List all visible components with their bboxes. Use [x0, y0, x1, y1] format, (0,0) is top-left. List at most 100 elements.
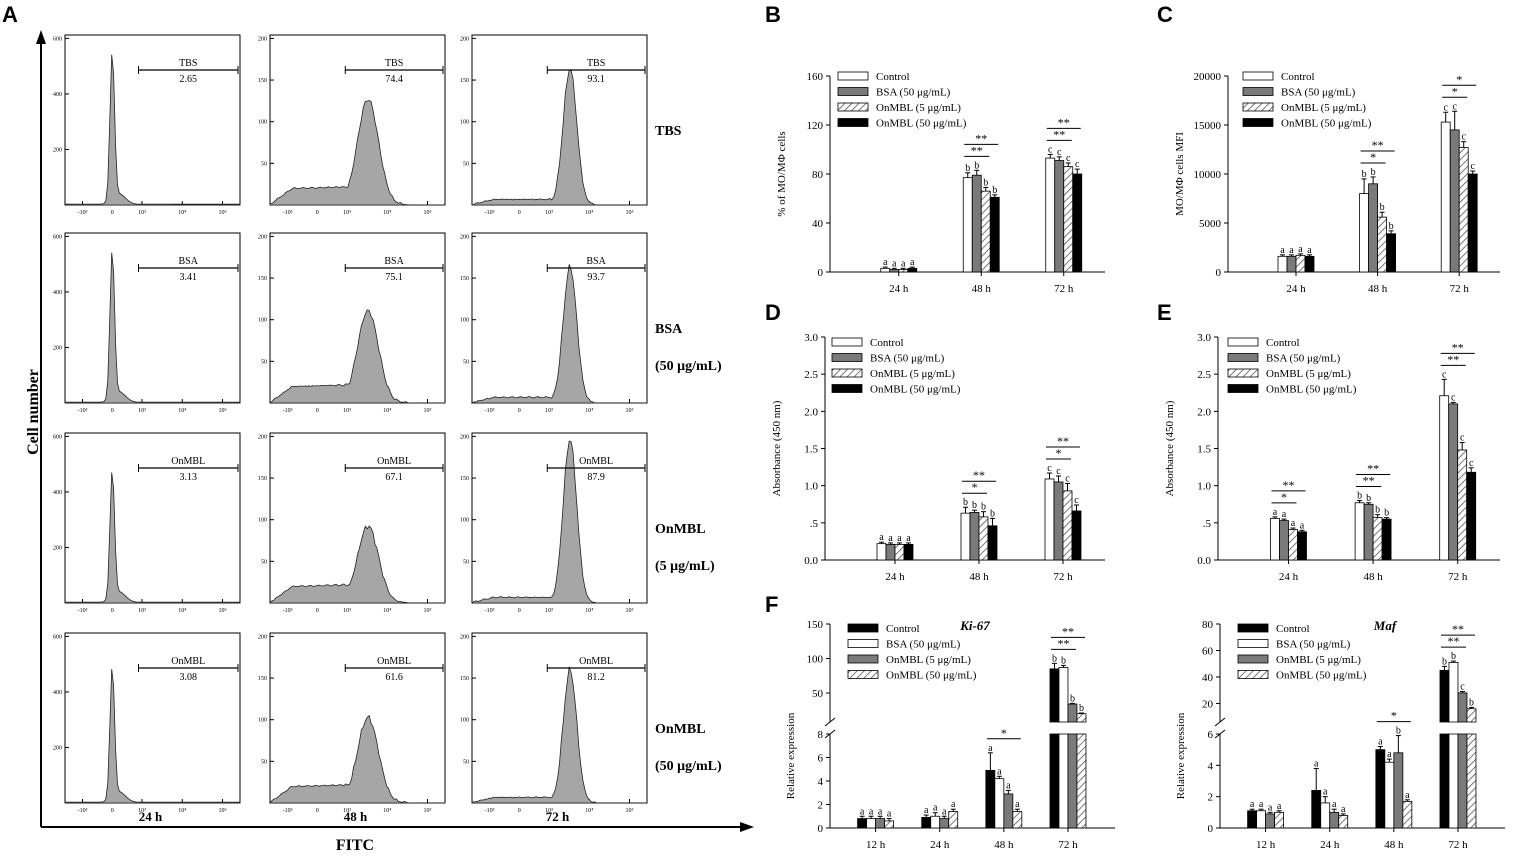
gate-percent: 3.41 — [180, 272, 198, 283]
legend-label: OnMBL (50 μg/mL) — [1266, 384, 1357, 396]
significance-letter: b — [1396, 726, 1401, 737]
histogram-x-tick-label: 10³ — [545, 210, 553, 216]
significance-letter: c — [1460, 682, 1465, 693]
significance-letter: c — [1470, 161, 1475, 172]
significance-stars: ** — [1363, 474, 1375, 488]
histogram-y-tick-label: 200 — [258, 634, 267, 640]
x-tick-label: 72 h — [1448, 839, 1468, 851]
bar — [989, 196, 1000, 273]
significance-letter: a — [942, 806, 947, 817]
bar — [1062, 490, 1073, 561]
significance-stars: ** — [1452, 340, 1464, 354]
histogram-x-tick-label: 10⁵ — [423, 608, 431, 614]
bar — [1295, 254, 1306, 273]
y-tick-label: .5 — [810, 518, 819, 530]
bar — [1439, 395, 1450, 561]
legend-label: Control — [886, 623, 920, 635]
y-tick-label: 3.0 — [804, 332, 818, 344]
gate-percent: 3.13 — [180, 472, 198, 483]
gate-name: OnMBL — [579, 456, 613, 467]
legend-swatch — [1237, 639, 1269, 648]
bar — [1457, 449, 1468, 561]
histogram-x-tick-label: 10⁵ — [218, 210, 226, 216]
bar — [1003, 793, 1014, 829]
gate-percent: 2.65 — [180, 74, 198, 85]
significance-letter: b — [1375, 505, 1380, 516]
bar — [884, 820, 894, 829]
histogram-y-tick-label: 100 — [258, 518, 267, 524]
y-axis-label: Absorbance (450 nm) — [771, 400, 783, 496]
y-tick-label: 4 — [1208, 760, 1214, 772]
gate-percent: 75.1 — [385, 272, 403, 283]
y-axis-label: Absorbance (450 nm) — [1164, 400, 1176, 496]
gate-name: TBS — [179, 58, 197, 69]
histogram-x-tick-label: 10⁵ — [625, 210, 633, 216]
gate-percent: 93.1 — [587, 74, 605, 85]
significance-stars: * — [1391, 709, 1397, 723]
histogram-x-tick-label: 0 — [518, 210, 521, 216]
histogram-y-tick-label: 50 — [463, 359, 469, 365]
bar — [960, 512, 971, 561]
histogram-area — [269, 100, 445, 206]
legend-swatch — [837, 71, 869, 81]
histogram-x-tick-label: 10⁴ — [585, 608, 593, 614]
significance-letter: c — [1452, 101, 1457, 112]
bar — [969, 512, 980, 561]
histogram-y-tick-label: 200 — [460, 234, 469, 240]
histogram-x-tick-label: 0 — [518, 408, 521, 414]
x-tick-label: 24 h — [885, 571, 905, 583]
significance-letter: a — [887, 809, 892, 820]
legend-swatch — [837, 87, 869, 96]
flow-y-arrowhead — [36, 30, 46, 44]
histogram-area — [64, 472, 241, 604]
gate-name: BSA — [586, 256, 606, 267]
significance-letter: a — [1268, 802, 1273, 813]
legend-swatch — [1242, 118, 1274, 127]
gate-name: TBS — [385, 58, 403, 69]
histogram-x-tick-label: -10³ — [283, 808, 293, 814]
legend-swatch — [837, 102, 869, 112]
bar — [1311, 790, 1322, 829]
bar — [994, 778, 1005, 829]
legend-label: OnMBL (50 μg/mL) — [1276, 670, 1367, 682]
significance-letter: a — [1298, 244, 1303, 255]
bar — [1440, 121, 1451, 273]
x-tick-label: 48 h — [994, 839, 1014, 851]
histogram-y-tick-label: 100 — [258, 120, 267, 126]
bar — [930, 815, 941, 829]
legend-label: OnMBL (5 μg/mL) — [876, 102, 961, 114]
bar — [1277, 255, 1288, 273]
bar — [921, 817, 932, 829]
significance-letter: b — [965, 163, 970, 174]
bar — [1338, 815, 1349, 829]
bar-upper — [1049, 668, 1060, 723]
bar-lower — [1067, 733, 1078, 829]
bar — [1279, 520, 1289, 561]
significance-letter: b — [981, 502, 986, 513]
gate-name: OnMBL — [579, 656, 613, 667]
significance-letter: b — [974, 160, 979, 171]
histogram-x-tick-label: 10⁴ — [383, 808, 391, 814]
significance-stars: ** — [1283, 478, 1295, 492]
histogram-area — [471, 666, 647, 804]
significance-letter: c — [1056, 466, 1061, 477]
significance-letter: b — [1357, 491, 1362, 502]
significance-letter: a — [924, 805, 929, 816]
histogram-y-tick-label: 50 — [261, 559, 267, 565]
significance-stars: ** — [1447, 634, 1459, 648]
bar — [1270, 517, 1280, 561]
histogram-y-tick-label: 400 — [53, 92, 62, 98]
significance-letter: b — [1362, 169, 1367, 180]
bar-lower — [1076, 733, 1087, 829]
gate-name: BSA — [179, 256, 199, 267]
histogram-frame — [64, 432, 241, 604]
significance-stars: ** — [1058, 115, 1070, 129]
significance-stars: * — [1370, 150, 1376, 164]
bar-upper — [1076, 713, 1087, 723]
histogram-y-tick-label: 400 — [53, 490, 62, 496]
histogram-y-tick-label: 200 — [258, 234, 267, 240]
significance-letter: a — [933, 803, 938, 814]
flow-group-label: (50 μg/mL) — [655, 359, 722, 374]
histogram-y-tick-label: 150 — [460, 276, 469, 282]
